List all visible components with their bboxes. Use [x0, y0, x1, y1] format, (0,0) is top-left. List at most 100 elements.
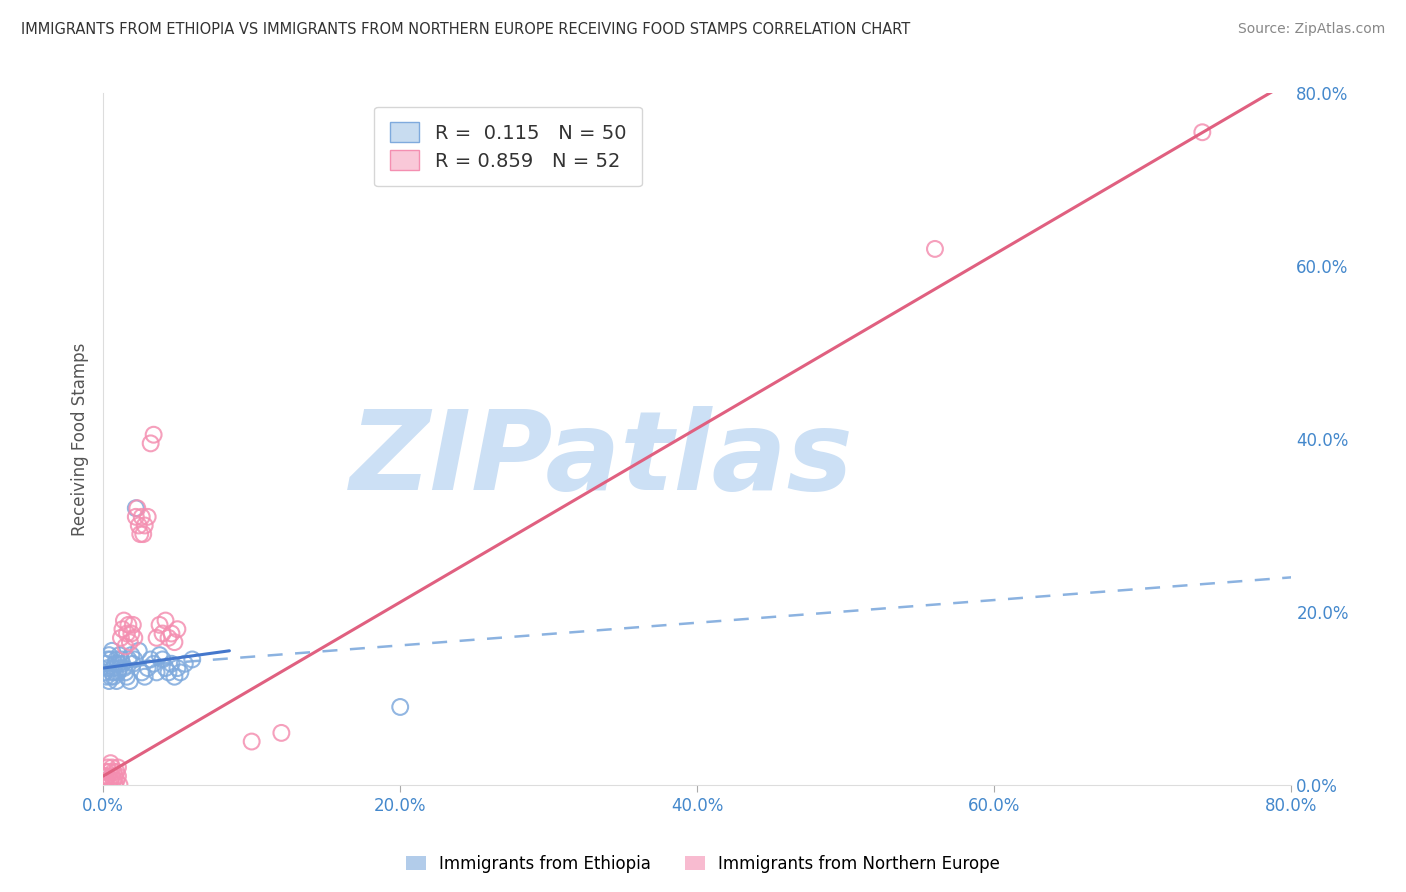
- Point: [145, 665, 167, 680]
- Point: [240, 734, 263, 748]
- Point: [110, 652, 132, 666]
- Point: [181, 652, 204, 666]
- Point: [101, 665, 124, 680]
- Point: [169, 665, 191, 680]
- Point: [139, 436, 162, 450]
- Point: [128, 518, 150, 533]
- Point: [157, 665, 180, 680]
- Point: [103, 661, 125, 675]
- Point: [94, 773, 117, 788]
- Point: [121, 618, 143, 632]
- Point: [134, 518, 156, 533]
- Point: [105, 764, 128, 779]
- Point: [142, 427, 165, 442]
- Point: [270, 726, 292, 740]
- Point: [105, 674, 128, 689]
- Text: IMMIGRANTS FROM ETHIOPIA VS IMMIGRANTS FROM NORTHERN EUROPE RECEIVING FOOD STAMP: IMMIGRANTS FROM ETHIOPIA VS IMMIGRANTS F…: [21, 22, 910, 37]
- Point: [160, 626, 183, 640]
- Point: [97, 769, 120, 783]
- Point: [107, 769, 129, 783]
- Point: [125, 509, 148, 524]
- Y-axis label: Receiving Food Stamps: Receiving Food Stamps: [72, 343, 89, 536]
- Point: [104, 769, 127, 783]
- Point: [120, 626, 142, 640]
- Point: [103, 670, 125, 684]
- Point: [128, 644, 150, 658]
- Point: [127, 501, 149, 516]
- Point: [155, 661, 177, 675]
- Point: [104, 665, 127, 680]
- Point: [107, 665, 129, 680]
- Point: [100, 652, 122, 666]
- Point: [152, 626, 174, 640]
- Point: [104, 778, 127, 792]
- Text: ZIPatlas: ZIPatlas: [350, 406, 853, 513]
- Point: [101, 769, 124, 783]
- Point: [94, 670, 117, 684]
- Point: [100, 756, 122, 771]
- Point: [389, 700, 412, 714]
- Point: [134, 670, 156, 684]
- Point: [163, 635, 186, 649]
- Point: [103, 773, 125, 788]
- Point: [152, 652, 174, 666]
- Text: Source: ZipAtlas.com: Source: ZipAtlas.com: [1237, 22, 1385, 37]
- Point: [124, 631, 146, 645]
- Point: [93, 665, 115, 680]
- Point: [132, 527, 155, 541]
- Point: [131, 665, 153, 680]
- Point: [173, 657, 195, 671]
- Point: [924, 242, 946, 256]
- Point: [94, 657, 117, 671]
- Point: [148, 618, 170, 632]
- Point: [108, 648, 131, 662]
- Point: [131, 509, 153, 524]
- Point: [145, 631, 167, 645]
- Point: [118, 635, 141, 649]
- Legend: R =  0.115   N = 50, R = 0.859   N = 52: R = 0.115 N = 50, R = 0.859 N = 52: [374, 106, 641, 186]
- Point: [157, 631, 180, 645]
- Point: [107, 657, 129, 671]
- Point: [105, 652, 128, 666]
- Point: [129, 527, 152, 541]
- Point: [108, 661, 131, 675]
- Point: [121, 657, 143, 671]
- Point: [108, 778, 131, 792]
- Point: [101, 644, 124, 658]
- Point: [124, 652, 146, 666]
- Point: [118, 674, 141, 689]
- Point: [163, 670, 186, 684]
- Point: [98, 674, 121, 689]
- Point: [117, 652, 139, 666]
- Point: [148, 648, 170, 662]
- Point: [115, 670, 138, 684]
- Point: [103, 764, 125, 779]
- Point: [160, 657, 183, 671]
- Point: [112, 614, 135, 628]
- Point: [1191, 125, 1213, 139]
- Point: [139, 652, 162, 666]
- Point: [97, 760, 120, 774]
- Point: [97, 661, 120, 675]
- Point: [104, 657, 127, 671]
- Point: [105, 773, 128, 788]
- Point: [136, 509, 159, 524]
- Point: [155, 614, 177, 628]
- Point: [94, 764, 117, 779]
- Point: [98, 648, 121, 662]
- Point: [114, 640, 136, 654]
- Legend: Immigrants from Ethiopia, Immigrants from Northern Europe: Immigrants from Ethiopia, Immigrants fro…: [399, 848, 1007, 880]
- Point: [93, 769, 115, 783]
- Point: [97, 652, 120, 666]
- Point: [111, 657, 134, 671]
- Point: [110, 631, 132, 645]
- Point: [115, 626, 138, 640]
- Point: [166, 661, 188, 675]
- Point: [166, 622, 188, 636]
- Point: [100, 670, 122, 684]
- Point: [120, 648, 142, 662]
- Point: [142, 657, 165, 671]
- Point: [98, 764, 121, 779]
- Point: [136, 661, 159, 675]
- Point: [112, 661, 135, 675]
